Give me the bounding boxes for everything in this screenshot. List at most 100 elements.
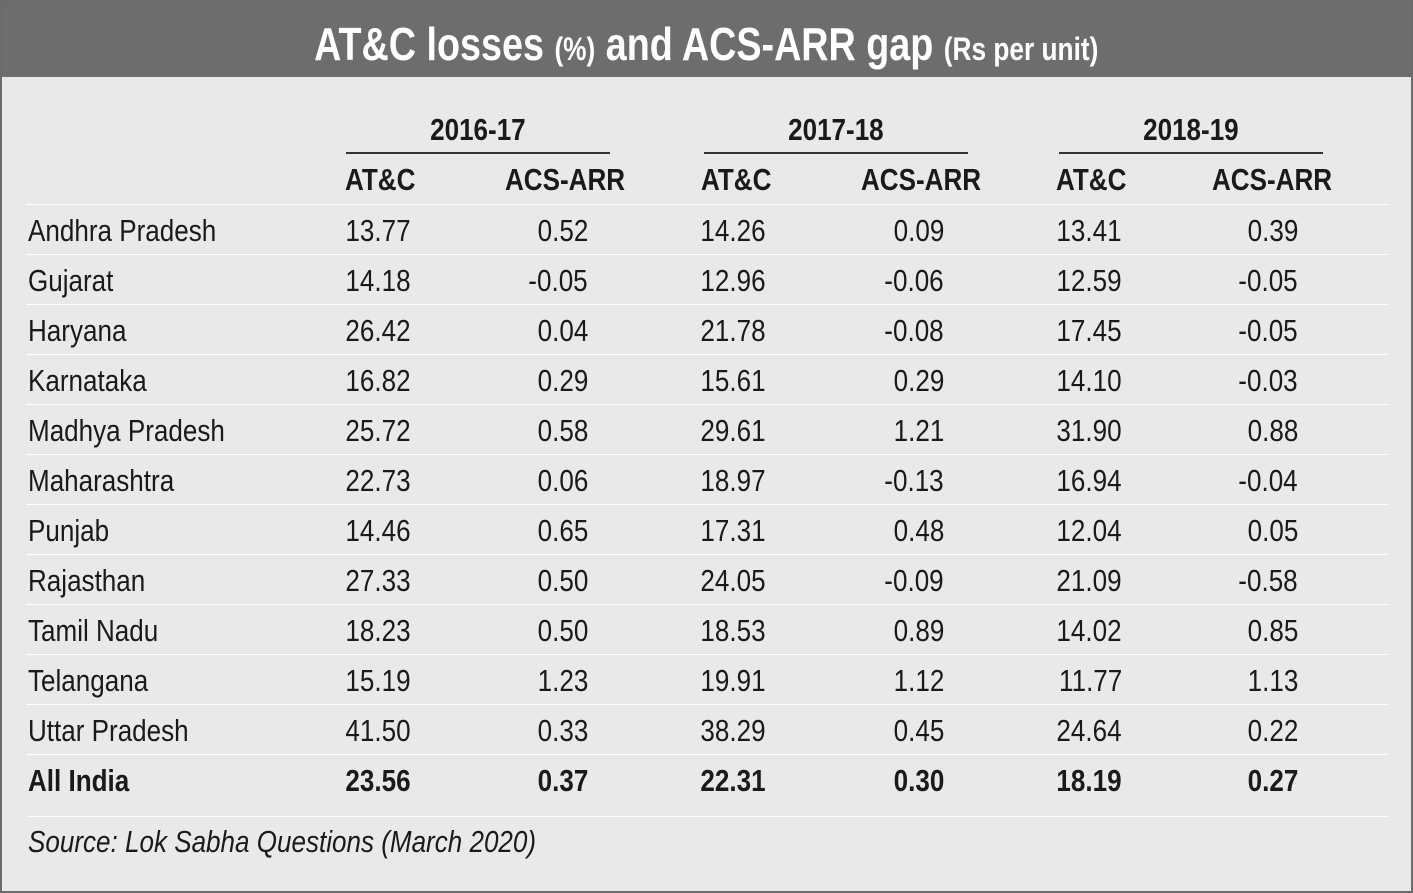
acs-arr-value: -0.05 [1238,263,1298,298]
atc-value: 14.18 [345,263,411,298]
acs-arr-value: 0.09 [893,213,944,248]
title-main-1: AT&C losses [314,18,545,70]
state-name: Andhra Pradesh [28,213,217,248]
atc-value: 18.23 [345,613,411,648]
atc-value: 24.05 [700,563,766,598]
acs-arr-value: 1.21 [893,413,944,448]
acs-arr-value: 1.12 [893,663,944,698]
acs-arr-value: 0.30 [893,763,944,798]
atc-value: 21.78 [700,313,766,348]
state-name: Tamil Nadu [28,613,159,648]
atc-value: 13.77 [345,213,411,248]
acs-arr-value: 0.39 [1247,213,1298,248]
acs-arr-value: 0.88 [1247,413,1298,448]
acs-arr-value: 0.33 [537,713,588,748]
table-row: Rajasthan 27.33 0.50 24.05 -0.09 21.09 -0.58 [26,554,1388,605]
total-row: All India 23.56 0.37 22.31 0.30 18.19 0.27 [26,754,1388,805]
acs-arr-value: -0.09 [884,563,944,598]
atc-value: 27.33 [345,563,411,598]
state-name: Madhya Pradesh [28,413,225,448]
atc-value: 21.09 [1056,563,1122,598]
atc-value: 12.59 [1056,263,1122,298]
acs-arr-value: 0.05 [1247,513,1298,548]
acs-arr-value: 0.37 [537,763,588,798]
table-row: Maharashtra 22.73 0.06 18.97 -0.13 16.94 -0.04 [26,454,1388,505]
acs-arr-value: 0.29 [893,363,944,398]
state-name: Punjab [28,513,110,548]
atc-value: 15.61 [700,363,766,398]
table-row: Madhya Pradesh 25.72 0.58 29.61 1.21 31.90 0.8… [26,404,1388,455]
col-header-acs-arr-2016-17: ACS-ARR [505,162,626,197]
atc-value: 16.82 [345,363,411,398]
acs-arr-value: 0.50 [537,563,588,598]
atc-value: 14.10 [1056,363,1122,398]
atc-value: 12.04 [1056,513,1122,548]
acs-arr-value: 0.65 [537,513,588,548]
atc-value: 19.91 [700,663,766,698]
atc-value: 23.56 [345,763,411,798]
col-header-atc-2016-17: AT&C [345,162,416,197]
acs-arr-value: -0.58 [1238,563,1298,598]
table-row: Haryana 26.42 0.04 21.78 -0.08 17.45 -0.05 [26,304,1388,355]
acs-arr-value: 0.52 [537,213,588,248]
table-row: Telangana 15.19 1.23 19.91 1.12 11.77 1.13 [26,654,1388,705]
atc-value: 22.73 [345,463,411,498]
atc-value: 38.29 [700,713,766,748]
year-header-2017-18: 2017-18 [704,110,968,154]
atc-value: 16.94 [1056,463,1122,498]
acs-arr-value: -0.05 [1238,313,1298,348]
source-note: Source: Lok Sabha Questions (March 2020) [28,816,1388,867]
state-name: All India [28,763,130,798]
atc-value: 41.50 [345,713,411,748]
state-name: Rajasthan [28,563,146,598]
acs-arr-value: 1.23 [537,663,588,698]
acs-arr-value: -0.03 [1238,363,1298,398]
atc-value: 25.72 [345,413,411,448]
acs-arr-value: 0.27 [1247,763,1298,798]
atc-value: 14.26 [700,213,766,248]
table-title: AT&C losses (%) and ACS-ARR gap (Rs per … [2,2,1411,77]
acs-arr-value: -0.05 [528,263,588,298]
acs-arr-value: 0.89 [893,613,944,648]
atc-value: 18.97 [700,463,766,498]
atc-value: 12.96 [700,263,766,298]
table-row: Karnataka 16.82 0.29 15.61 0.29 14.10 -0.03 [26,354,1388,405]
atc-value: 18.19 [1056,763,1122,798]
acs-arr-value: -0.13 [884,463,944,498]
table-row: Uttar Pradesh 41.50 0.33 38.29 0.45 24.64 0.22 [26,704,1388,755]
atc-value: 22.31 [700,763,766,798]
state-name: Telangana [28,663,149,698]
title-main-2: and ACS-ARR gap [606,18,934,70]
acs-arr-value: 1.13 [1247,663,1298,698]
col-header-acs-arr-2018-19: ACS-ARR [1212,162,1333,197]
atc-value: 11.77 [1058,663,1122,698]
acs-arr-value: 0.50 [537,613,588,648]
atc-value: 29.61 [700,413,766,448]
acs-arr-value: 0.58 [537,413,588,448]
state-name: Gujarat [28,263,114,298]
atc-value: 24.64 [1056,713,1122,748]
acs-arr-value: 0.04 [537,313,588,348]
table-row: Andhra Pradesh 13.77 0.52 14.26 0.09 13.41 0.3… [26,204,1388,255]
table-row: Punjab 14.46 0.65 17.31 0.48 12.04 0.05 [26,504,1388,555]
atc-value: 14.02 [1056,613,1122,648]
atc-value: 18.53 [700,613,766,648]
acs-arr-value: 0.29 [537,363,588,398]
table-row: Gujarat 14.18 -0.05 12.96 -0.06 12.59 -0.05 [26,254,1388,305]
state-name: Karnataka [28,363,147,398]
acs-arr-value: -0.08 [884,313,944,348]
acs-arr-value: 0.22 [1247,713,1298,748]
state-name: Uttar Pradesh [28,713,189,748]
col-header-atc-2018-19: AT&C [1056,162,1127,197]
title-unit-1: (%) [554,31,596,67]
col-header-acs-arr-2017-18: ACS-ARR [861,162,982,197]
acs-arr-value: -0.04 [1238,463,1298,498]
acs-arr-value: 0.85 [1247,613,1298,648]
acs-arr-value: 0.48 [893,513,944,548]
state-name: Maharashtra [28,463,175,498]
acs-arr-value: 0.45 [893,713,944,748]
title-unit-2: (Rs per unit) [944,31,1099,67]
col-header-atc-2017-18: AT&C [701,162,772,197]
atc-value: 14.46 [345,513,411,548]
